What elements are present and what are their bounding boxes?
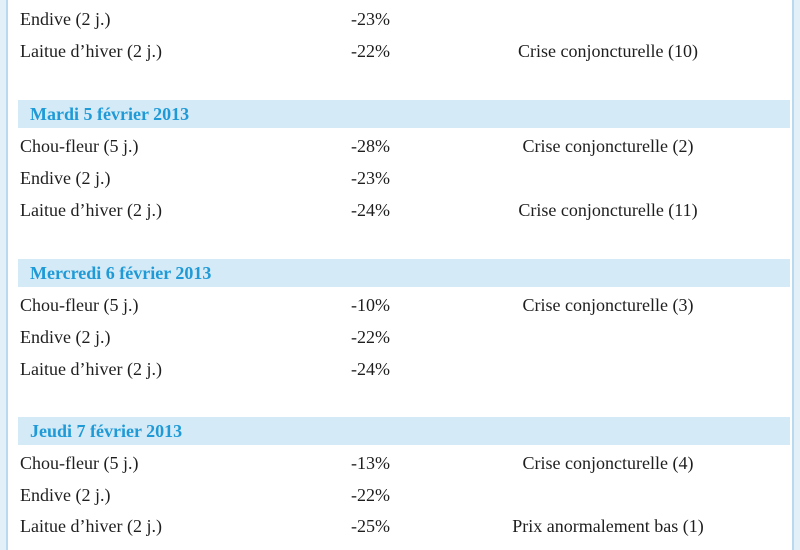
- price-change: -23%: [351, 9, 390, 29]
- table-row: Chou-fleur (5 j.) -10% Crise conjoncture…: [8, 289, 792, 321]
- price-change: -23%: [351, 168, 390, 188]
- day-header: Jeudi 7 février 2013: [18, 417, 790, 445]
- product-name: Endive (2 j.): [20, 168, 111, 188]
- table-row: Endive (2 j.) -23%: [8, 3, 792, 35]
- product-name: Endive (2 j.): [20, 485, 111, 505]
- market-status: Prix anormalement bas (1): [512, 516, 704, 536]
- price-change: -28%: [351, 136, 390, 156]
- market-status: Crise conjoncturelle (4): [522, 453, 694, 473]
- market-status: Crise conjoncturelle (10): [518, 41, 698, 61]
- market-status: Crise conjoncturelle (3): [522, 295, 694, 315]
- price-change: -24%: [351, 200, 390, 220]
- price-table: Endive (2 j.) -23% Laitue d’hiver (2 j.)…: [6, 0, 794, 550]
- product-name: Laitue d’hiver (2 j.): [20, 516, 162, 536]
- product-name: Chou-fleur (5 j.): [20, 453, 139, 473]
- table-row: Endive (2 j.) -23%: [8, 162, 792, 194]
- product-name: Endive (2 j.): [20, 9, 111, 29]
- table-row: Laitue d’hiver (2 j.) -24% Crise conjonc…: [8, 194, 792, 226]
- product-name: Chou-fleur (5 j.): [20, 136, 139, 156]
- day-header: Mardi 5 février 2013: [18, 100, 790, 128]
- market-status: Crise conjoncturelle (11): [518, 200, 698, 220]
- product-name: Laitue d’hiver (2 j.): [20, 359, 162, 379]
- table-row: Laitue d’hiver (2 j.) -22% Crise conjonc…: [8, 35, 792, 67]
- table-row: Chou-fleur (5 j.) -13% Crise conjoncture…: [8, 447, 792, 479]
- price-change: -25%: [351, 516, 390, 536]
- price-change: -24%: [351, 359, 390, 379]
- table-row: Laitue d’hiver (2 j.) -25% Prix anormale…: [8, 510, 792, 542]
- price-change: -22%: [351, 485, 390, 505]
- price-change: -13%: [351, 453, 390, 473]
- price-change: -22%: [351, 327, 390, 347]
- price-change: -22%: [351, 41, 390, 61]
- market-status: Crise conjoncturelle (2): [522, 136, 694, 156]
- day-header: Mercredi 6 février 2013: [18, 259, 790, 287]
- product-name: Endive (2 j.): [20, 327, 111, 347]
- table-row: Endive (2 j.) -22%: [8, 479, 792, 511]
- product-name: Laitue d’hiver (2 j.): [20, 200, 162, 220]
- table-row: Endive (2 j.) -22%: [8, 321, 792, 353]
- price-change: -10%: [351, 295, 390, 315]
- table-row: Chou-fleur (5 j.) -28% Crise conjoncture…: [8, 130, 792, 162]
- table-row: Laitue d’hiver (2 j.) -24%: [8, 353, 792, 385]
- product-name: Chou-fleur (5 j.): [20, 295, 139, 315]
- product-name: Laitue d’hiver (2 j.): [20, 41, 162, 61]
